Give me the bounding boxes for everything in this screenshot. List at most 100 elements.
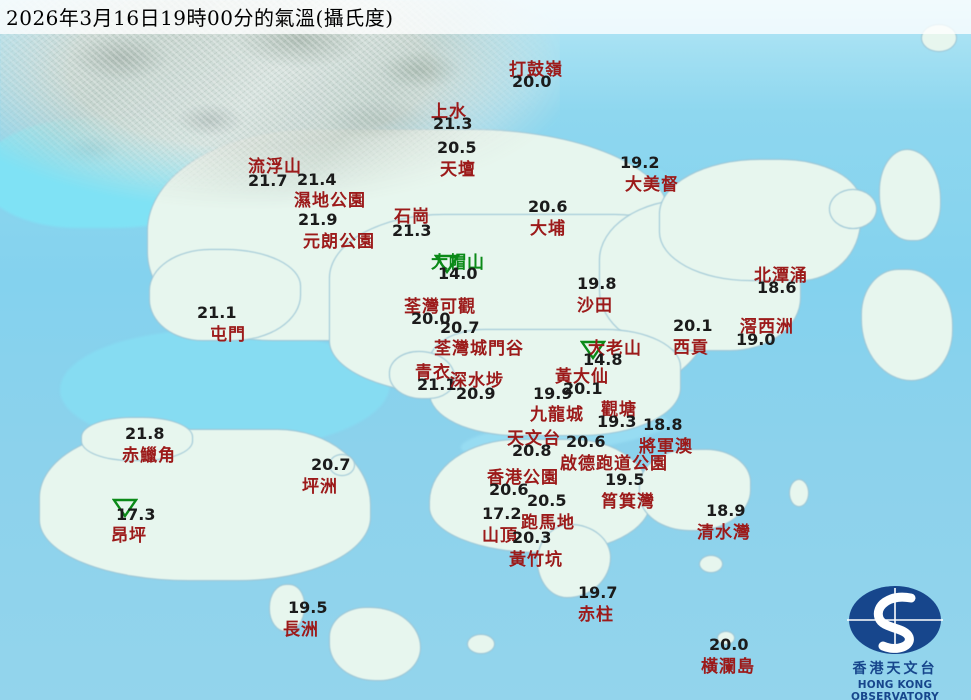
- station-name: 黃大仙: [555, 367, 609, 387]
- title-band: [0, 0, 971, 34]
- station-name: 上水: [431, 102, 467, 122]
- station-temperature-value: 21.9: [298, 210, 338, 229]
- station-name: 濕地公園: [294, 191, 366, 211]
- station-name: 九龍城: [530, 405, 584, 425]
- station-name: 滘西洲: [740, 317, 794, 337]
- station-name: 大埔: [530, 219, 566, 239]
- station-name: 青衣: [415, 363, 451, 383]
- station-temperature-value: 20.1: [563, 379, 603, 398]
- station-temperature-value: 20.6: [489, 480, 529, 499]
- station-temperature-value: 20.0: [709, 635, 749, 654]
- land-chek-lap-kok: [82, 418, 192, 460]
- hko-logo: 香港天文台 HONG KONG OBSERVATORY: [827, 584, 963, 700]
- station-temperature-value: 20.5: [527, 491, 567, 510]
- station-name: 流浮山: [248, 157, 302, 177]
- station-temperature-value: 21.3: [392, 221, 432, 240]
- station-name: 屯門: [210, 325, 246, 345]
- station-temperature-value: 19.3: [597, 412, 637, 431]
- land-cheung-chau: [270, 585, 304, 631]
- land-po-toi: [468, 635, 494, 653]
- land-sai-kung-peninsula: [660, 160, 860, 280]
- page-title: 2026年3月16日19時00分的氣溫(攝氏度): [6, 6, 394, 30]
- station-name: 觀塘: [601, 400, 637, 420]
- station-temperature-value: 14.8: [583, 350, 623, 369]
- station-name: 黃竹坑: [509, 550, 563, 570]
- land-lamma-island: [330, 608, 420, 680]
- station-name: 大美督: [625, 175, 679, 195]
- station-name: 天文台: [507, 429, 561, 449]
- station-name: 筲箕灣: [601, 492, 655, 512]
- station-name: 沙田: [577, 296, 613, 316]
- station-name: 坪洲: [302, 477, 338, 497]
- station-temperature-value: 20.6: [566, 432, 606, 451]
- station-temperature-value: 20.7: [311, 455, 351, 474]
- station-name: 打鼓嶺: [509, 60, 563, 80]
- station-temperature-value: 18.9: [706, 501, 746, 520]
- station-temperature-value: 20.3: [512, 528, 552, 547]
- hko-emblem-icon: [847, 586, 943, 654]
- station-temperature-value: 19.2: [620, 153, 660, 172]
- land-tap-mun: [830, 190, 876, 228]
- land-hong-kong-island: [430, 440, 650, 552]
- land-clear-water-bay-peninsula: [640, 450, 750, 530]
- station-temperature-value: 20.8: [512, 441, 552, 460]
- land-outer-island-se: [862, 270, 952, 380]
- hko-name-chinese: 香港天文台: [852, 661, 938, 677]
- station-name: 石崗: [394, 207, 430, 227]
- station-name: 荃灣可觀: [404, 297, 476, 317]
- station-temperature-value: 21.1: [197, 303, 237, 322]
- land-waglan-island: [718, 632, 734, 644]
- station-temperature-value: 20.9: [456, 384, 496, 403]
- station-name: 長洲: [283, 620, 319, 640]
- satellite-imagery-mainland: [0, 0, 560, 215]
- station-temperature-value: 20.6: [528, 197, 568, 216]
- station-temperature-value: 20.1: [673, 316, 713, 335]
- station-name: 西貢: [673, 338, 709, 358]
- station-temperature-value: 20.7: [440, 318, 480, 337]
- station-name: 大帽山: [431, 253, 485, 273]
- land-port-island: [880, 150, 940, 240]
- station-temperature-value: 21.3: [433, 114, 473, 133]
- land-tuen-mun: [150, 250, 300, 340]
- station-temperature-value: 20.0: [411, 309, 451, 328]
- station-name: 赤鱲角: [122, 446, 176, 466]
- station-name: 昂坪: [111, 526, 147, 546]
- land-kowloon: [430, 330, 680, 435]
- land-tsing-yi: [390, 352, 454, 398]
- land-peng-chau: [330, 455, 354, 475]
- station-temperature-value: 17.3: [116, 505, 156, 524]
- station-temperature-value: 21.1: [417, 375, 457, 394]
- station-name: 清水灣: [697, 523, 751, 543]
- station-temperature-value: 19.5: [605, 470, 645, 489]
- station-temperature-value: 17.2: [482, 504, 522, 523]
- station-temperature-value: 20.0: [512, 72, 552, 91]
- station-temperature-value: 18.8: [643, 415, 683, 434]
- station-temperature-value: 21.7: [248, 171, 288, 190]
- land-tung-lung-chau: [700, 556, 722, 572]
- station-name: 香港公園: [487, 468, 559, 488]
- station-temperature-value: 18.6: [757, 278, 797, 297]
- station-name: 啟德跑道公園: [560, 454, 668, 474]
- station-name: 元朗公園: [303, 232, 375, 252]
- station-name: 將軍澳: [639, 437, 693, 457]
- station-name: 大老山: [588, 339, 642, 359]
- station-temperature-value: 19.9: [533, 384, 573, 403]
- station-name: 赤柱: [578, 605, 614, 625]
- station-temperature-value: 19.5: [288, 598, 328, 617]
- station-temperature-value: 21.8: [125, 424, 165, 443]
- station-temperature-value: 21.4: [297, 170, 337, 189]
- hko-name-english: HONG KONG OBSERVATORY: [851, 679, 939, 700]
- station-name: 跑馬地: [521, 513, 575, 533]
- station-name: 深水埗: [450, 371, 504, 391]
- station-name: 天壇: [440, 160, 476, 180]
- station-name: 山頂: [482, 526, 518, 546]
- station-temperature-value: 19.7: [578, 583, 618, 602]
- station-temperature-value: 20.5: [437, 138, 477, 157]
- land-ninepin-group: [790, 480, 808, 506]
- station-name: 北潭涌: [754, 266, 808, 286]
- station-temperature-value: 19.0: [736, 330, 776, 349]
- station-name: 荃灣城門谷: [434, 339, 524, 359]
- station-temperature-value: 14.0: [438, 264, 478, 283]
- station-name: 橫瀾島: [701, 657, 755, 677]
